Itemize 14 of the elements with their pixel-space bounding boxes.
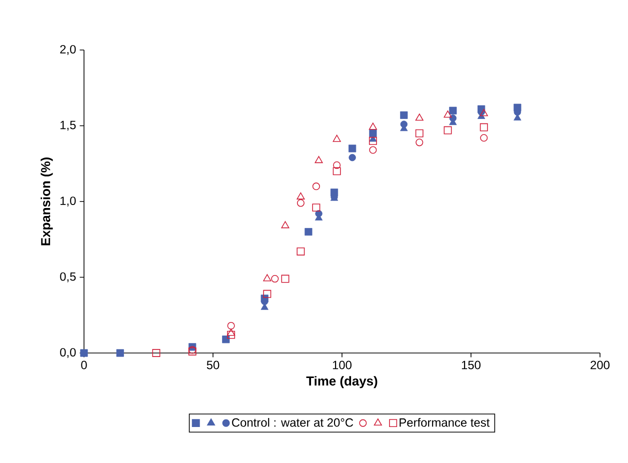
x-tick-label: 100	[332, 360, 352, 370]
y-tick-label: 2,0	[60, 45, 76, 55]
y-tick-label: 1,5	[60, 120, 76, 131]
y-axis-title: Expansion (%)	[40, 158, 53, 246]
x-tick-label: 150	[462, 360, 481, 370]
y-tick-label: 0,0	[60, 348, 76, 358]
x-tick-label: 200	[590, 360, 610, 370]
legend-label: Control : water at 20°C	[232, 418, 354, 427]
x-tick-label: 50	[206, 360, 220, 370]
legend-label: Performance test	[400, 418, 490, 427]
y-tick-label: 1,0	[60, 196, 76, 206]
x-axis-title: Time (days)	[306, 376, 378, 388]
x-tick-label: 0	[81, 360, 87, 370]
y-tick-label: 0,5	[60, 272, 76, 282]
